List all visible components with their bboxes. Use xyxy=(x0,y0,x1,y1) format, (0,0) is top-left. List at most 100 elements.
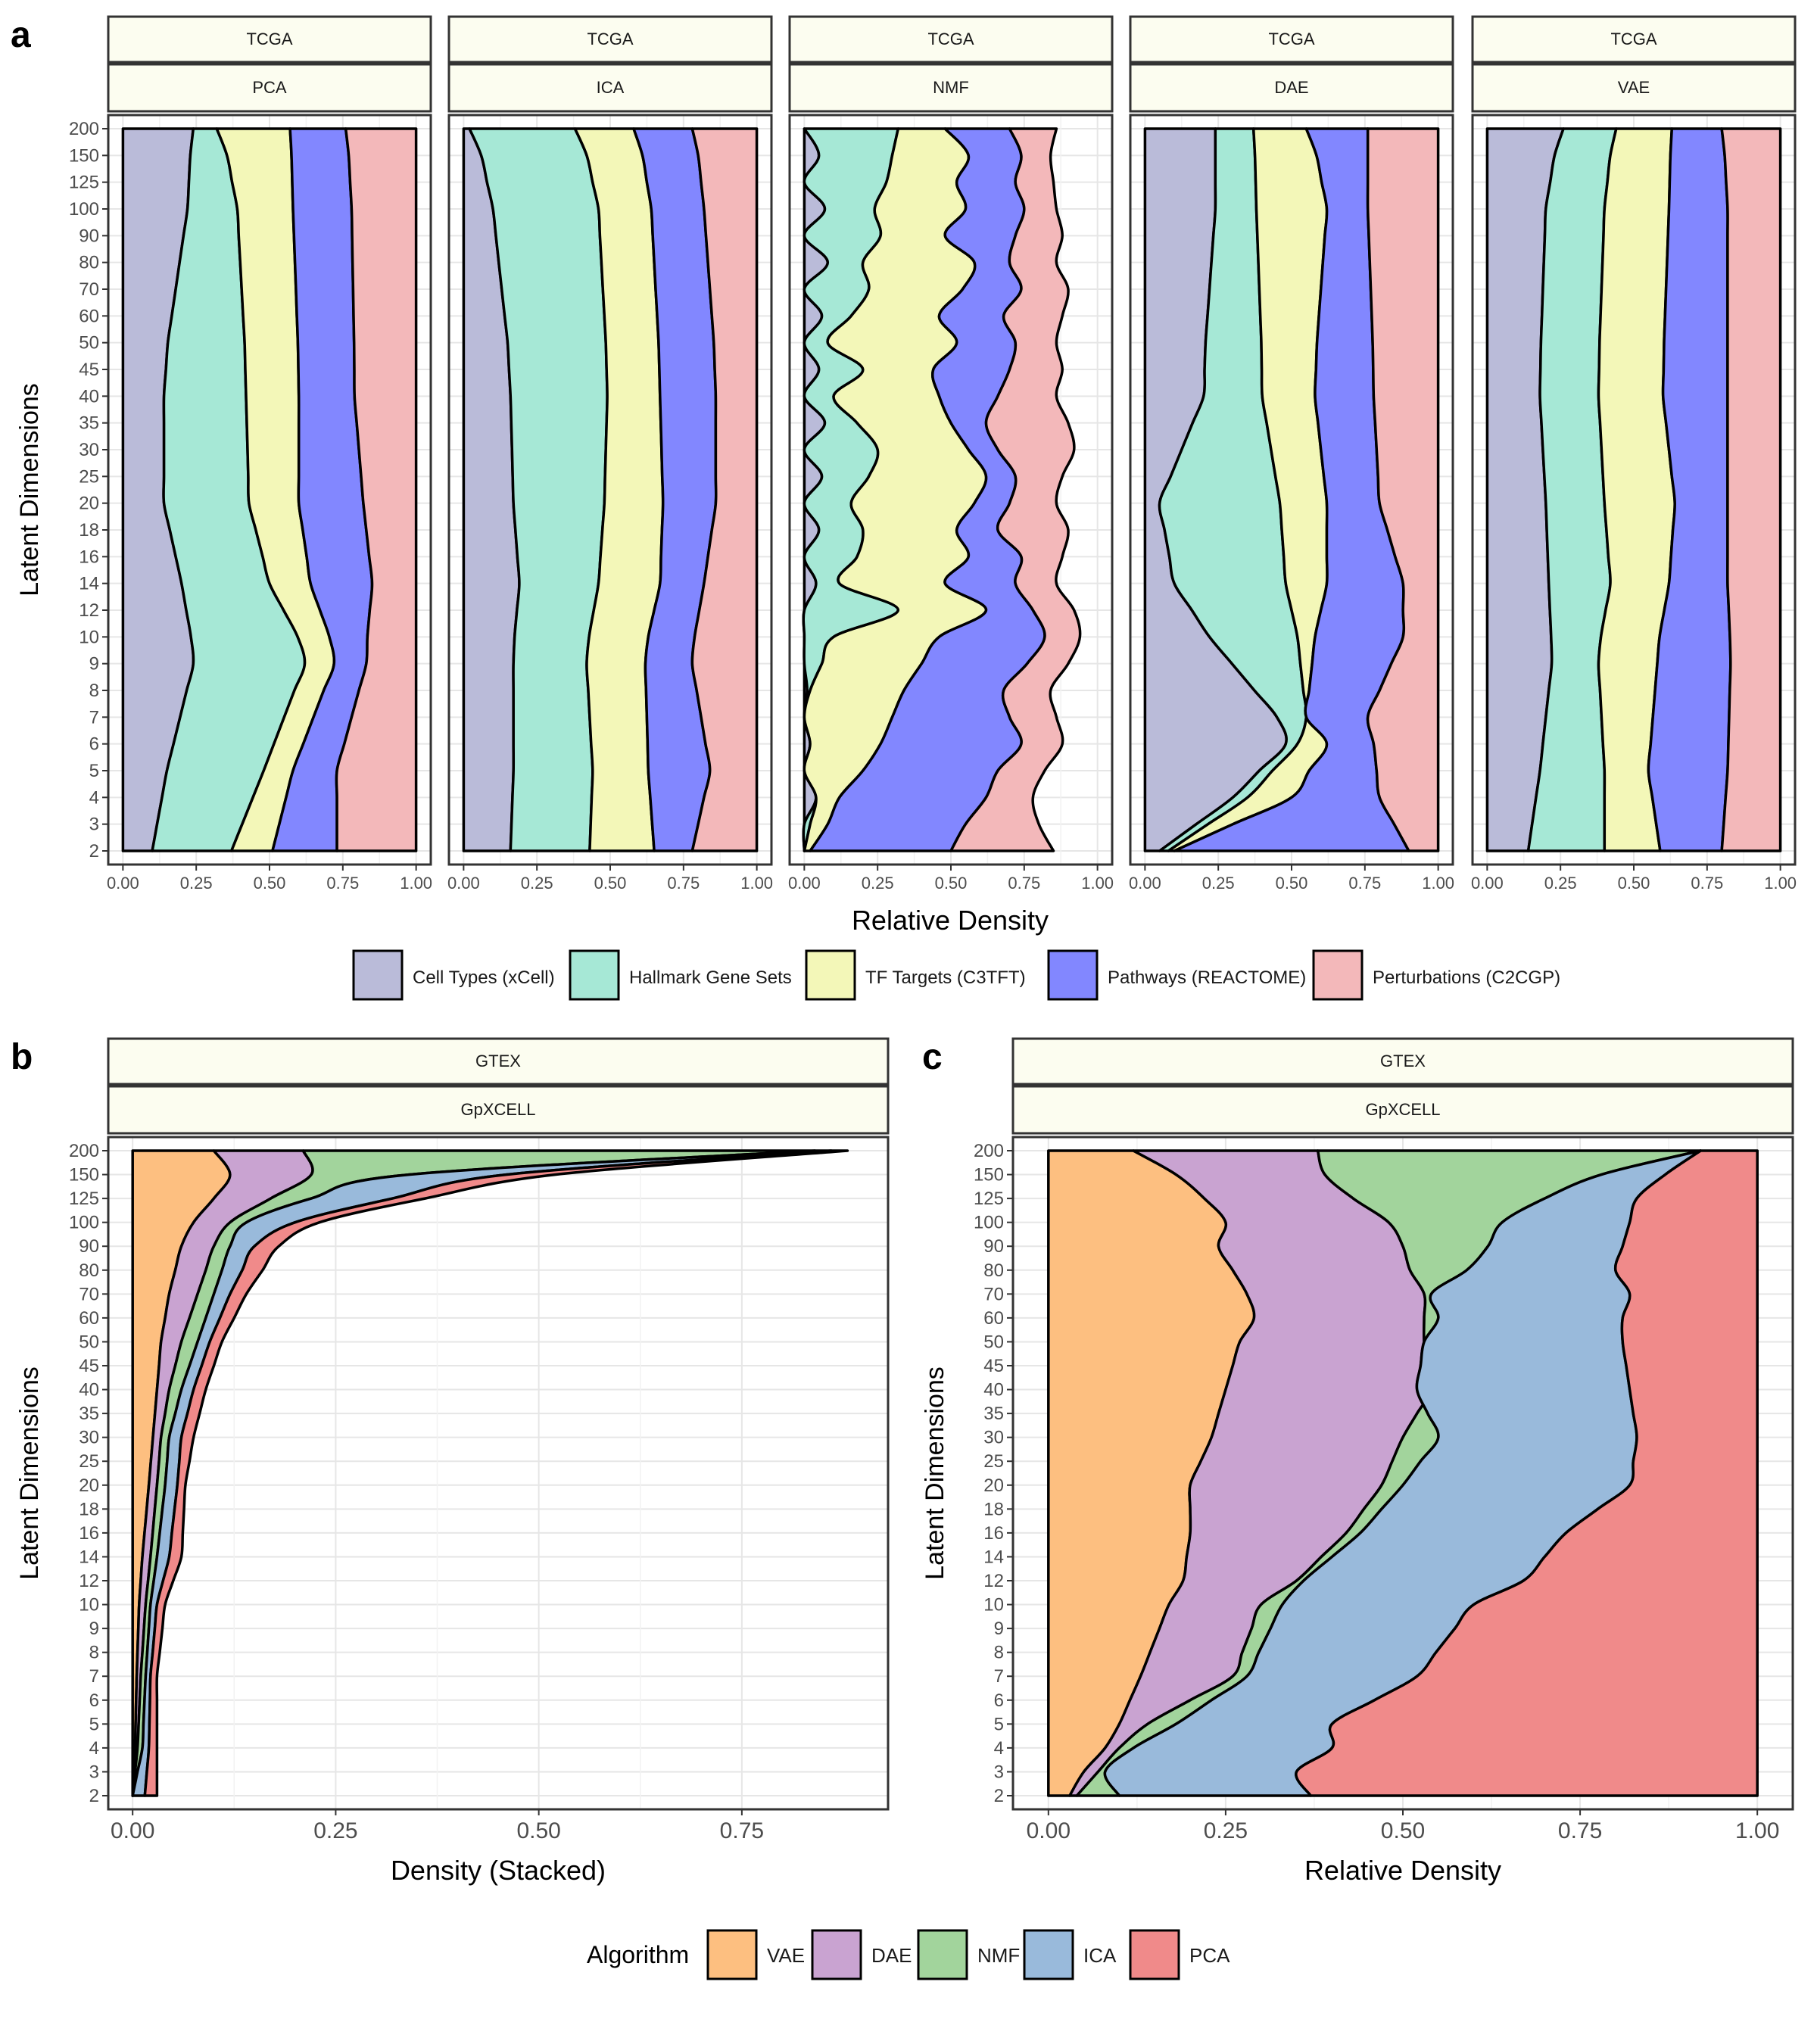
facet-pca-y-tick-label: 12 xyxy=(79,600,99,621)
facet-c-y-axis: 2345678910121416182025303540455060708090… xyxy=(974,1141,1013,1806)
legend-c-label: DAE xyxy=(871,1944,912,1967)
legend-a-key xyxy=(352,949,404,1001)
facet-b-y-tick-label: 30 xyxy=(79,1428,99,1448)
facet-pca-x-tick-label: 0.50 xyxy=(254,874,286,893)
facet-vae-strip-top xyxy=(1471,15,1797,64)
facet-dae-strip-bottom xyxy=(1129,63,1454,113)
facet-b-y-tick-label: 9 xyxy=(89,1619,99,1639)
facet-pca-y-tick-label: 200 xyxy=(69,119,99,139)
facet-b-y-tick-label: 25 xyxy=(79,1451,99,1472)
facet-c-strip-bottom-label: GpXCELL xyxy=(1365,1100,1440,1119)
facet-b-strip-top xyxy=(107,1037,890,1086)
facet-pca-x-tick-label: 0.25 xyxy=(180,874,213,893)
facet-vae-area-perturbations-c2cgp xyxy=(1720,127,1782,852)
facet-pca-y-tick-label: 2 xyxy=(89,841,99,862)
facet-ica-strip-top-label: TCGA xyxy=(587,30,633,48)
facet-b-y-tick-label: 5 xyxy=(89,1714,99,1734)
facet-b-y-tick-label: 40 xyxy=(79,1380,99,1401)
facet-nmf-strip-bottom xyxy=(788,63,1114,113)
y-axis-title-a: Latent Dimensions xyxy=(15,383,44,597)
facet-ica-area-perturbations-c2cgp xyxy=(690,127,759,852)
facet-c-strip-top-label: GTEX xyxy=(1380,1052,1426,1070)
x-axis-title-a: Relative Density xyxy=(852,905,1049,936)
facet-c-y-tick-label: 18 xyxy=(983,1499,1004,1519)
facet-dae-x-tick-label: 0.25 xyxy=(1202,874,1235,893)
facet-b-areas xyxy=(131,1149,849,1797)
facet-b-strip-bottom xyxy=(107,1085,890,1135)
facet-vae-x-tick-label: 0.75 xyxy=(1691,874,1723,893)
facet-b-y-tick-label: 14 xyxy=(79,1547,99,1567)
panel-letter-b: b xyxy=(11,1037,33,1077)
facet-pca-y-tick-label: 8 xyxy=(89,681,99,701)
legend-c-item-vae: VAE xyxy=(706,1929,805,1980)
facet-b-y-tick-label: 18 xyxy=(79,1499,99,1519)
panel-letter-c: c xyxy=(922,1037,943,1077)
panel-letter-a: a xyxy=(11,15,31,55)
facet-b-y-tick-label: 200 xyxy=(69,1141,99,1161)
facet-vae-x-tick-label: 0.50 xyxy=(1618,874,1650,893)
facet-pca-y-tick-label: 45 xyxy=(79,360,99,380)
facet-pca-y-tick-label: 7 xyxy=(89,707,99,728)
facet-ica-strip-bottom-label: ICA xyxy=(597,78,625,97)
legend-c-key xyxy=(811,1929,862,1980)
legend-a-label: TF Targets (C3TFT) xyxy=(865,967,1026,988)
facet-b-strip-bottom-label: GpXCELL xyxy=(460,1100,535,1119)
facet-b-y-tick-label: 60 xyxy=(79,1308,99,1329)
legend-c-key xyxy=(1023,1929,1074,1980)
legend-c-item-nmf: NMF xyxy=(917,1929,1020,1980)
legend-c-key xyxy=(706,1929,758,1980)
y-axis-title-b: Latent Dimensions xyxy=(15,1366,44,1580)
facet-nmf-x-axis: 0.00 0.25 0.50 0.75 1.00 xyxy=(788,865,1114,893)
facet-ica-x-tick-label: 0.00 xyxy=(447,874,480,893)
facet-c-area-pca xyxy=(1295,1149,1759,1797)
legend-c-title: Algorithm xyxy=(587,1941,689,1968)
facet-pca-y-axis: 2345678910121416182025303540455060708090… xyxy=(69,119,108,862)
facet-pca-y-tick-label: 35 xyxy=(79,413,99,434)
facet-pca-y-tick-label: 50 xyxy=(79,333,99,354)
facet-vae-strip-top-label: TCGA xyxy=(1610,30,1656,48)
facet-c-x-tick-label: 0.50 xyxy=(1381,1818,1425,1843)
facet-pca-x-tick-label: 0.00 xyxy=(107,874,139,893)
legend-a-item-4: Perturbations (C2CGP) xyxy=(1312,949,1560,1001)
facet-b-y-tick-label: 4 xyxy=(89,1738,99,1759)
facet-pca-area-perturbations-c2cgp xyxy=(335,127,418,852)
facet-c-x-tick-label: 0.25 xyxy=(1204,1818,1248,1843)
facet-pca-y-tick-label: 16 xyxy=(79,547,99,567)
facet-pca-y-tick-label: 9 xyxy=(89,654,99,675)
facet-pca-y-tick-label: 5 xyxy=(89,761,99,781)
facet-b-x-tick-label: 0.50 xyxy=(516,1818,560,1843)
legend-a-label: Cell Types (xCell) xyxy=(413,967,555,988)
facet-b-x-axis: 0.00 0.25 0.50 0.75 xyxy=(111,1809,764,1843)
facet-b-y-axis: 2345678910121416182025303540455060708090… xyxy=(69,1141,108,1806)
facet-pca-y-tick-label: 60 xyxy=(79,306,99,326)
facet-c-x-tick-label: 1.00 xyxy=(1735,1818,1779,1843)
facet-ica-x-tick-label: 0.75 xyxy=(667,874,700,893)
facet-c-y-tick-label: 30 xyxy=(983,1428,1004,1448)
facet-b-y-tick-label: 35 xyxy=(79,1404,99,1424)
facet-pca-y-tick-label: 10 xyxy=(79,627,99,647)
facet-pca-y-tick-label: 4 xyxy=(89,787,99,808)
facet-nmf-x-tick-label: 1.00 xyxy=(1081,874,1114,893)
facet-c-y-tick-label: 2 xyxy=(994,1786,1004,1806)
facet-nmf-x-tick-label: 0.00 xyxy=(788,874,821,893)
facet-b-y-tick-label: 20 xyxy=(79,1475,99,1496)
facet-c-y-tick-label: 4 xyxy=(994,1738,1004,1759)
facet-ica: TCGA ICA 0.00 0.25 0.50 0.75 1.00 xyxy=(447,15,773,893)
legend-a-label: Hallmark Gene Sets xyxy=(629,967,792,988)
legend-c-key xyxy=(917,1929,968,1980)
facet-b-y-tick-label: 45 xyxy=(79,1356,99,1376)
x-axis-title-c: Relative Density xyxy=(1304,1855,1501,1886)
facet-vae-x-tick-label: 0.00 xyxy=(1471,874,1504,893)
facet-c-y-tick-label: 10 xyxy=(983,1595,1004,1616)
facet-dae-x-axis: 0.00 0.25 0.50 0.75 1.00 xyxy=(1129,865,1454,893)
facet-b-y-tick-label: 8 xyxy=(89,1643,99,1663)
facet-c-y-tick-label: 70 xyxy=(983,1284,1004,1304)
facet-b-y-tick-label: 12 xyxy=(79,1571,99,1591)
facet-c-y-tick-label: 50 xyxy=(983,1332,1004,1352)
facet-vae-x-axis: 0.00 0.25 0.50 0.75 1.00 xyxy=(1471,865,1797,893)
facet-b-y-tick-label: 16 xyxy=(79,1523,99,1544)
facet-dae-areas xyxy=(1143,127,1440,852)
